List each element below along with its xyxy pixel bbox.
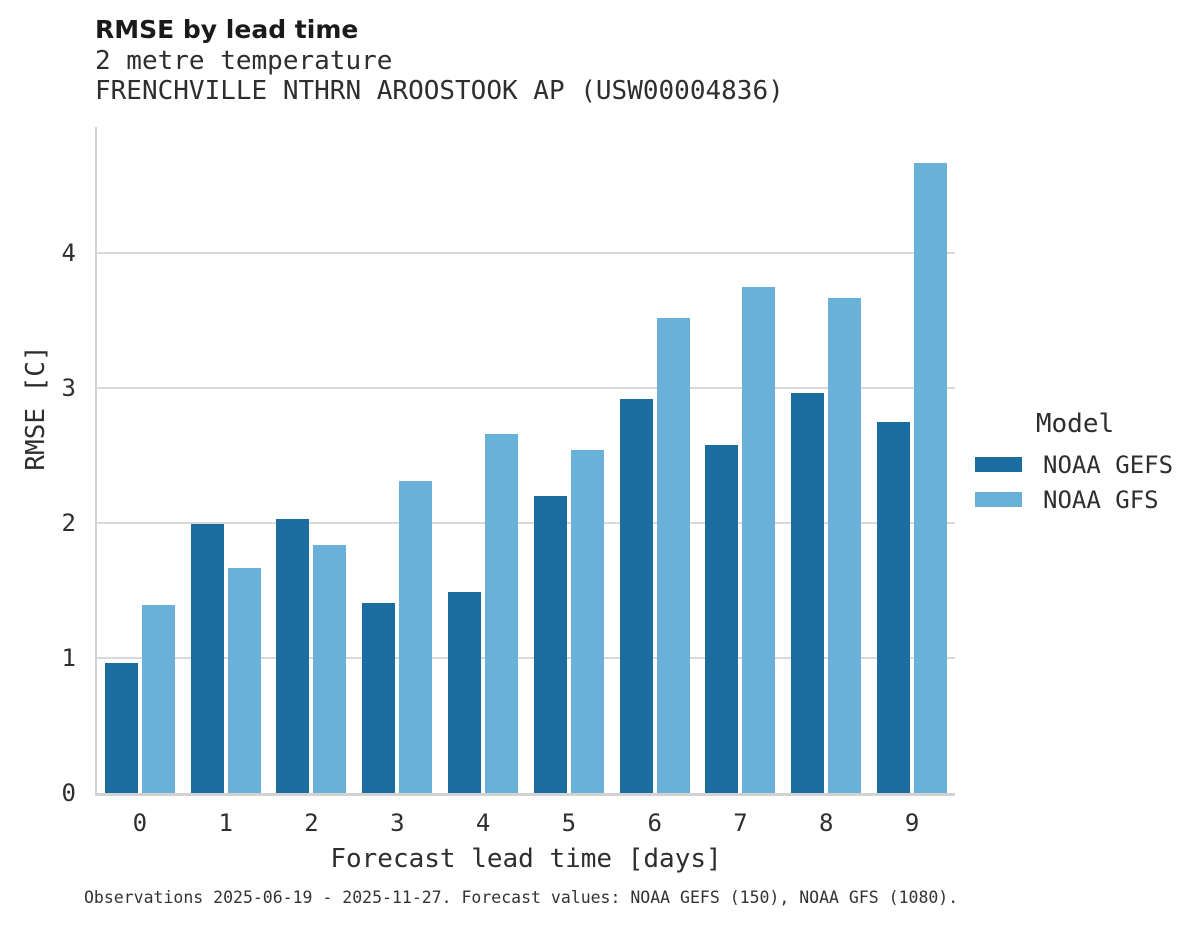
y-tick-label-2: 2 bbox=[61, 509, 76, 537]
x-tick-label-3: 3 bbox=[390, 809, 405, 837]
gridline-2 bbox=[97, 522, 955, 524]
x-tick-label-2: 2 bbox=[304, 809, 319, 837]
bar-noaa-gfs-day-7 bbox=[742, 287, 776, 793]
bar-group-day-6 bbox=[612, 127, 698, 793]
y-tick-label-3: 3 bbox=[61, 374, 76, 402]
bar-group-day-2 bbox=[269, 127, 355, 793]
y-tick-label-4: 4 bbox=[61, 239, 76, 267]
chart-title: RMSE by lead time bbox=[95, 15, 359, 44]
bar-noaa-gfs-day-9 bbox=[914, 163, 948, 793]
plot-area bbox=[95, 127, 955, 796]
y-axis-title: RMSE [C] bbox=[21, 345, 51, 471]
legend-item-noaa-gfs: NOAA GFS bbox=[975, 482, 1175, 517]
bar-noaa-gfs-day-6 bbox=[656, 318, 690, 793]
bars-layer bbox=[97, 127, 955, 793]
x-tick-label-8: 8 bbox=[819, 809, 834, 837]
bar-group-day-1 bbox=[183, 127, 269, 793]
gridline-3 bbox=[97, 387, 955, 389]
y-tick-label-1: 1 bbox=[61, 644, 76, 672]
legend: Model NOAA GEFS NOAA GFS bbox=[975, 409, 1175, 517]
bar-noaa-gfs-day-4 bbox=[485, 434, 519, 793]
bar-noaa-gefs-day-2 bbox=[276, 519, 310, 793]
bar-group-day-7 bbox=[698, 127, 784, 793]
bar-noaa-gfs-day-5 bbox=[570, 450, 604, 793]
bar-noaa-gefs-day-8 bbox=[791, 393, 825, 793]
footer-caption: Observations 2025-06-19 - 2025-11-27. Fo… bbox=[84, 888, 959, 907]
bar-noaa-gfs-day-2 bbox=[313, 545, 347, 793]
legend-items: NOAA GEFS NOAA GFS bbox=[975, 447, 1175, 517]
x-tick-label-4: 4 bbox=[475, 809, 491, 837]
bar-noaa-gefs-day-3 bbox=[362, 603, 396, 793]
bar-group-day-8 bbox=[783, 127, 869, 793]
bar-noaa-gefs-day-1 bbox=[190, 524, 224, 793]
x-tick-label-7: 7 bbox=[733, 809, 748, 837]
gridline-4 bbox=[97, 252, 955, 254]
x-tick-label-1: 1 bbox=[218, 809, 233, 837]
chart-station-line: FRENCHVILLE NTHRN AROOSTOOK AP (USW00004… bbox=[95, 76, 784, 106]
bar-noaa-gfs-day-8 bbox=[828, 298, 862, 793]
bar-noaa-gefs-day-9 bbox=[877, 422, 911, 793]
x-tick-label-5: 5 bbox=[561, 809, 577, 837]
bar-noaa-gfs-day-3 bbox=[399, 481, 433, 793]
bar-group-day-4 bbox=[440, 127, 526, 793]
x-tick-label-0: 0 bbox=[132, 809, 148, 837]
legend-title: Model bbox=[1035, 409, 1115, 439]
bar-noaa-gefs-day-6 bbox=[619, 399, 653, 793]
legend-label: NOAA GFS bbox=[1043, 485, 1159, 514]
chart-header: RMSE by lead time 2 metre temperature FR… bbox=[95, 14, 784, 106]
bar-noaa-gefs-day-7 bbox=[705, 445, 739, 793]
x-axis-tick-labels: 0 1 2 3 4 5 6 7 8 9 bbox=[97, 808, 955, 838]
x-tick-label-6: 6 bbox=[647, 809, 662, 837]
bar-noaa-gefs-day-4 bbox=[448, 592, 482, 793]
chart-subtitle: 2 metre temperature bbox=[95, 46, 393, 76]
bar-group-day-3 bbox=[354, 127, 440, 793]
legend-swatch-noaa-gefs bbox=[975, 457, 1022, 472]
legend-label: NOAA GEFS bbox=[1043, 450, 1174, 479]
bar-noaa-gefs-day-5 bbox=[533, 496, 567, 793]
gridline-1 bbox=[97, 657, 955, 659]
bar-group-day-9 bbox=[869, 127, 955, 793]
bar-group-day-5 bbox=[526, 127, 612, 793]
bar-noaa-gfs-day-1 bbox=[227, 568, 261, 793]
bar-noaa-gfs-day-0 bbox=[141, 605, 175, 793]
legend-swatch-noaa-gfs bbox=[975, 492, 1022, 507]
bar-group-day-0 bbox=[97, 127, 183, 793]
x-tick-label-9: 9 bbox=[904, 809, 920, 837]
y-tick-label-0: 0 bbox=[61, 779, 76, 807]
x-axis-title: Forecast lead time [days] bbox=[330, 844, 722, 874]
legend-item-noaa-gefs: NOAA GEFS bbox=[975, 447, 1175, 482]
bar-noaa-gefs-day-0 bbox=[104, 663, 138, 793]
